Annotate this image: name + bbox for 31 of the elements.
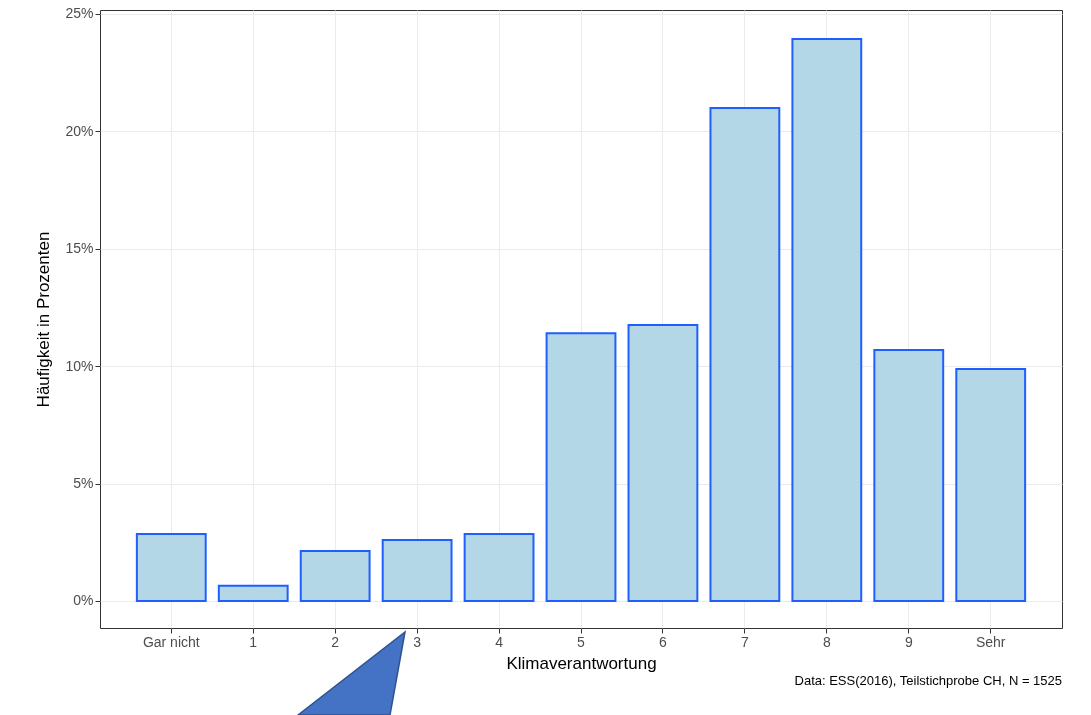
- bar: [463, 533, 535, 602]
- x-tick-label: 4: [495, 633, 504, 650]
- y-tick-label: 15%: [65, 240, 94, 257]
- x-tick-label: 9: [904, 633, 913, 650]
- y-tick-label: 25%: [65, 5, 94, 22]
- x-tick-label: 6: [659, 633, 668, 650]
- x-tick-label: Gar nicht: [142, 633, 200, 650]
- x-tick-label: 2: [331, 633, 340, 650]
- bar: [791, 38, 863, 602]
- x-axis-title: Klimaverantwortung: [506, 653, 657, 673]
- x-tick-label: 7: [740, 633, 749, 650]
- text: Data: ESS(2016), Teilstichprobe CH, N = 1525: [794, 673, 1062, 688]
- bar: [709, 106, 781, 602]
- x-tick-label: Sehr: [975, 633, 1006, 650]
- bar: [545, 332, 617, 602]
- bar: [955, 368, 1027, 602]
- x-tick-label: 5: [577, 633, 586, 650]
- y-tick-label: 20%: [65, 122, 94, 139]
- bar: [299, 549, 371, 602]
- bar: [135, 533, 207, 602]
- x-tick-label: 8: [822, 633, 831, 650]
- y-tick-label: 10%: [65, 357, 94, 374]
- bar: [627, 324, 699, 602]
- bar: [873, 348, 945, 602]
- x-tick-label: 1: [249, 633, 258, 650]
- x-tick-label: 3: [413, 633, 422, 650]
- y-tick-label: 0%: [73, 592, 94, 609]
- y-tick-label: 5%: [73, 475, 94, 492]
- bar: [381, 538, 453, 602]
- bar: [217, 584, 289, 602]
- y-axis-title: Häufigkeit in Prozenten: [34, 231, 54, 408]
